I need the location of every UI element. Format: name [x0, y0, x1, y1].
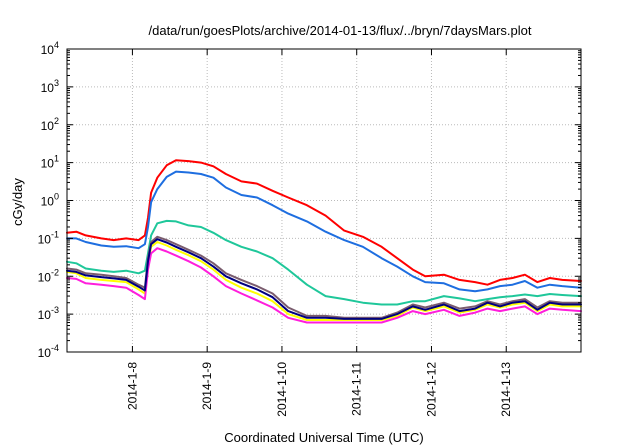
y-tick-label: 10-4: [38, 343, 59, 360]
y-tick-label: 102: [41, 116, 59, 133]
series-line-4: [66, 235, 582, 319]
series-line-2: [66, 170, 582, 293]
y-axis-label: cGy/day: [10, 178, 25, 226]
series-line-3: [66, 219, 582, 306]
x-tick-label: 2014-1-12: [424, 362, 438, 417]
y-tick-label: 10-3: [38, 305, 59, 322]
y-tick-label: 104: [41, 40, 59, 57]
y-tick-label: 10-1: [38, 229, 59, 246]
x-tick-label: 2014-1-8: [125, 362, 139, 410]
series-line-5: [66, 241, 582, 321]
series-line-1: [66, 159, 582, 286]
x-tick-label: 2014-1-9: [200, 362, 214, 410]
chart-title: /data/run/goesPlots/archive/2014-01-13/f…: [149, 23, 532, 38]
y-tick-label: 10-2: [38, 267, 59, 284]
x-tick-label: 2014-1-13: [499, 362, 513, 417]
x-axis-label: Coordinated Universal Time (UTC): [224, 430, 423, 445]
series-line-6: [66, 247, 582, 324]
x-tick-label: 2014-1-11: [350, 362, 364, 416]
y-tick-label: 103: [41, 78, 59, 95]
series-lines: [66, 159, 582, 324]
y-tick-label: 100: [41, 192, 59, 209]
x-tick-label: 2014-1-10: [275, 362, 289, 417]
axes: 10-4 10-3 10-2 10-1 100 101 102 103 104 2014-1-8 2…: [38, 40, 581, 417]
y-tick-label: 101: [41, 154, 59, 171]
series-line-7: [66, 238, 582, 320]
